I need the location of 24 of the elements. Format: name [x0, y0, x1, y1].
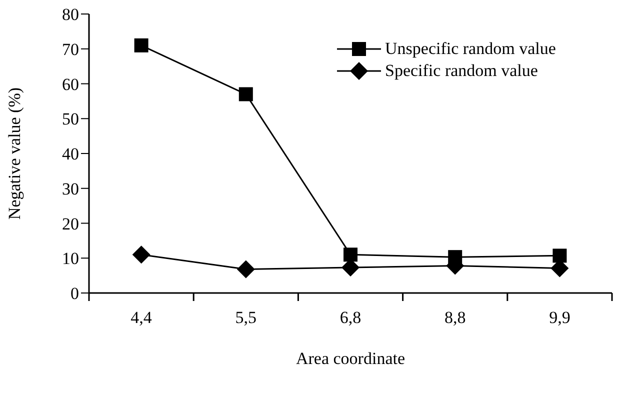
y-tick-label: 50 — [62, 110, 79, 129]
y-tick-label: 30 — [62, 179, 79, 198]
x-tick-label: 5,5 — [235, 308, 257, 327]
point — [344, 248, 358, 262]
y-tick-label: 40 — [62, 144, 79, 164]
y-tick-label: 0 — [70, 284, 79, 304]
y-axis-title: Negative value (%) — [5, 87, 24, 220]
y-tick-label: 10 — [62, 249, 79, 268]
legend-label: Specific random value — [385, 61, 538, 81]
point — [552, 248, 567, 263]
point — [238, 87, 253, 102]
x-axis-title: Area coordinate — [296, 349, 406, 368]
y-tick-label: 80 — [62, 5, 79, 24]
point — [134, 38, 148, 52]
legend-label: Unspecific random value — [385, 39, 556, 59]
x-tick-label: 9,9 — [549, 308, 570, 327]
x-tick-label: 6,8 — [340, 308, 362, 327]
x-tick-label: 4,4 — [130, 308, 152, 327]
point — [132, 246, 150, 264]
y-tick-label: 70 — [62, 40, 79, 59]
point — [236, 260, 255, 278]
x-tick-label: 8,8 — [444, 308, 466, 327]
y-tick-label: 20 — [62, 214, 79, 234]
y-tick-label: 60 — [62, 74, 79, 94]
